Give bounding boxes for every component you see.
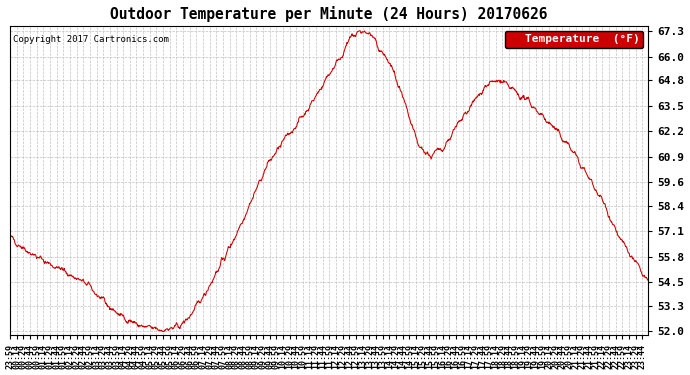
Title: Outdoor Temperature per Minute (24 Hours) 20170626: Outdoor Temperature per Minute (24 Hours… [110, 6, 548, 21]
Text: Copyright 2017 Cartronics.com: Copyright 2017 Cartronics.com [13, 35, 169, 44]
Legend: Temperature  (°F): Temperature (°F) [505, 31, 643, 48]
